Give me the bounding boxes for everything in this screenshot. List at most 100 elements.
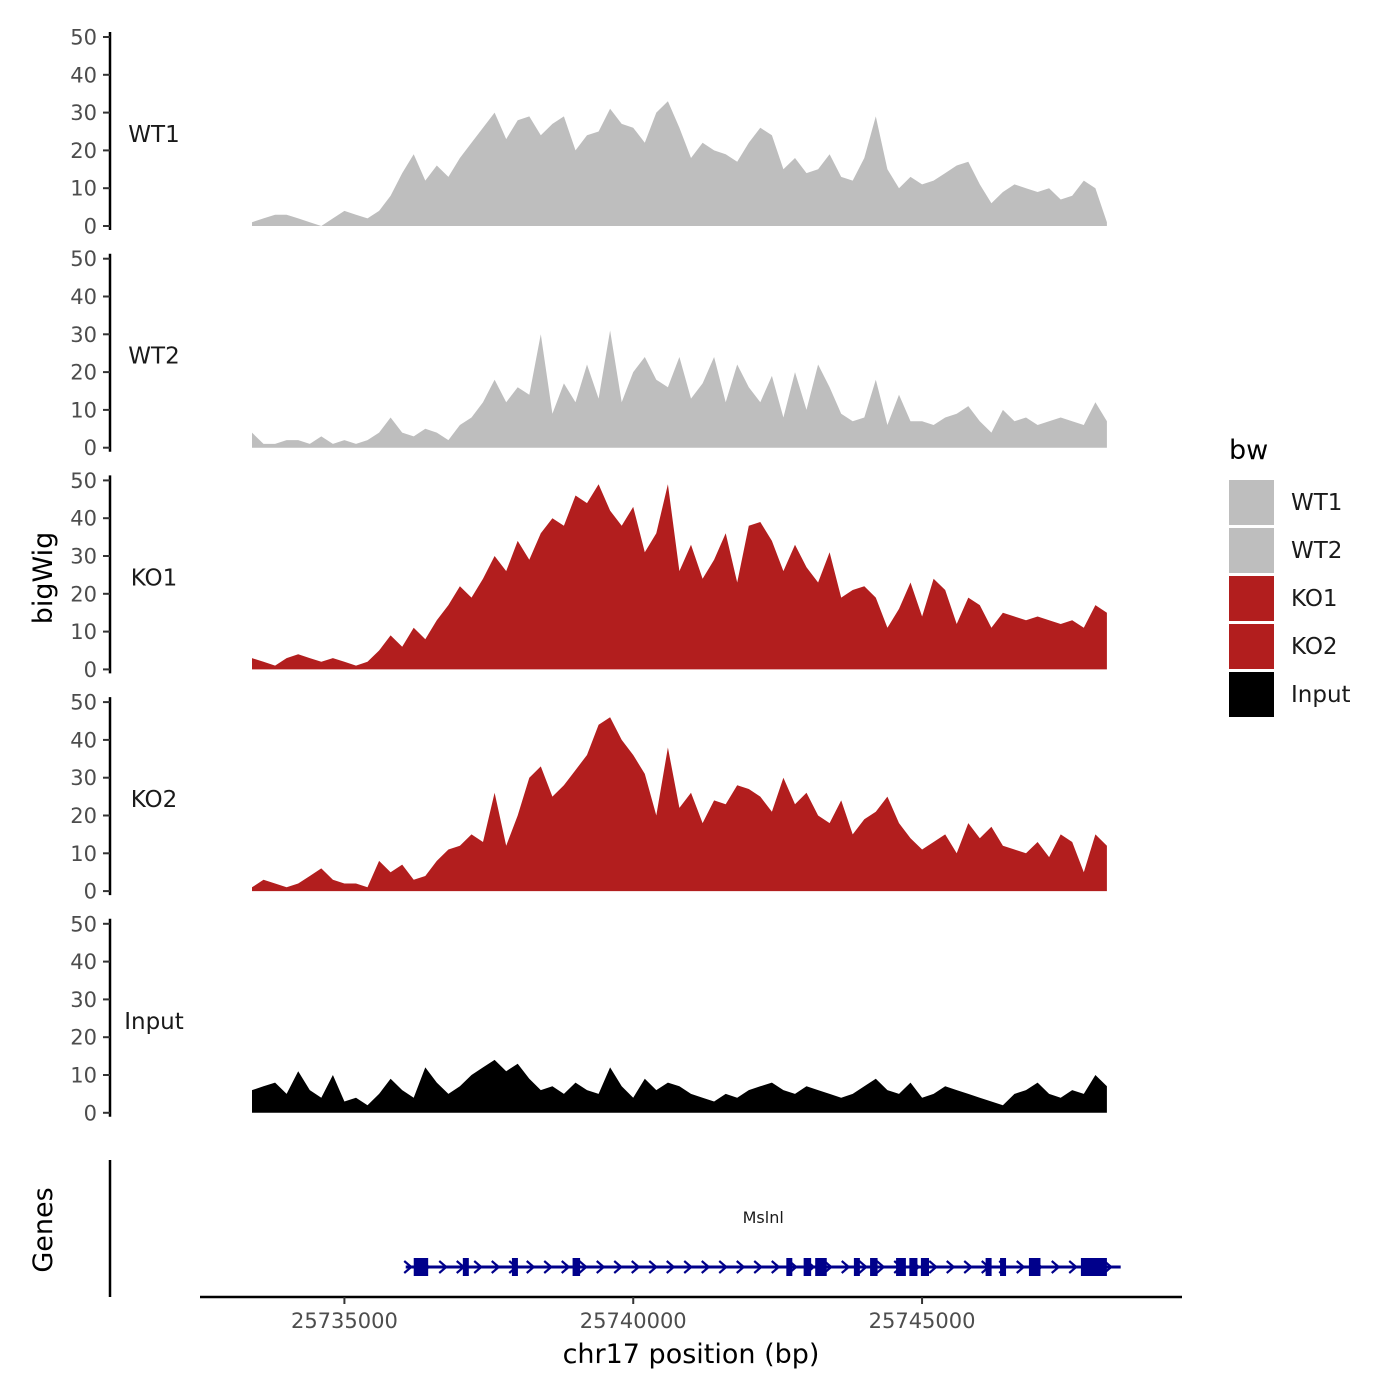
x-tick-label: 25735000 (291, 1309, 398, 1333)
strand-arrow (963, 1260, 973, 1274)
strand-arrow (701, 1260, 711, 1274)
strand-arrow (438, 1260, 448, 1274)
y-tick-label: 20 (70, 582, 97, 606)
strand-arrow (841, 1260, 851, 1274)
strand-arrow (631, 1260, 641, 1274)
exon-block (815, 1258, 827, 1276)
y-tick-label: 20 (70, 139, 97, 163)
strand-arrow (561, 1260, 571, 1274)
strand-arrow (1068, 1260, 1078, 1274)
strand-arrow (526, 1260, 536, 1274)
strand-arrow (491, 1260, 501, 1274)
y-tick-label: 0 (84, 880, 97, 904)
exon-block (511, 1258, 518, 1276)
y-tick-label: 20 (70, 361, 97, 385)
y-tick-label: 30 (70, 545, 97, 569)
y-tick-label: 30 (70, 323, 97, 347)
y-tick-label: 10 (70, 177, 97, 201)
exon-block (803, 1258, 812, 1276)
y-axis-title: bigWig (28, 532, 59, 625)
y-tick-label: 50 (70, 247, 97, 271)
coverage-area-wt2 (252, 330, 1107, 448)
exon-block (920, 1258, 929, 1276)
strand-arrow (718, 1260, 728, 1274)
y-tick-label: 10 (70, 1064, 97, 1088)
x-tick-label: 25740000 (580, 1309, 687, 1333)
exon-block (572, 1258, 581, 1276)
y-tick-label: 50 (70, 469, 97, 493)
exon-block (1028, 1258, 1041, 1276)
strand-arrow (946, 1260, 956, 1274)
strand-arrow (543, 1260, 553, 1274)
exon-block (853, 1258, 860, 1276)
strand-arrow (613, 1260, 623, 1274)
y-tick-label: 20 (70, 804, 97, 828)
legend-label-wt2: WT2 (1291, 538, 1342, 564)
legend-label-wt1: WT1 (1291, 490, 1342, 516)
y-tick-label: 40 (70, 728, 97, 752)
y-tick-label: 50 (70, 912, 97, 936)
coverage-area-ko1 (252, 484, 1107, 670)
strand-arrow (876, 1260, 886, 1274)
legend-label-ko2: KO2 (1291, 634, 1338, 660)
exon-block (985, 1258, 992, 1276)
exon-block (462, 1258, 469, 1276)
strand-arrow (596, 1260, 606, 1274)
coverage-area-input (252, 1059, 1107, 1113)
legend-label-input: Input (1291, 682, 1351, 708)
x-axis-title: chr17 position (bp) (563, 1339, 820, 1370)
y-tick-label: 0 (84, 658, 97, 682)
y-tick-label: 20 (70, 1026, 97, 1050)
y-tick-label: 40 (70, 950, 97, 974)
strand-arrow (648, 1260, 658, 1274)
legend-swatch-wt1 (1229, 480, 1274, 525)
strand-arrow (928, 1260, 938, 1274)
exon-block (1000, 1258, 1007, 1276)
track-label-ko1: KO1 (131, 565, 178, 591)
strand-arrow (1051, 1260, 1061, 1274)
strand-arrow (1016, 1260, 1026, 1274)
strand-arrow (736, 1260, 746, 1274)
strand-arrow (771, 1260, 781, 1274)
legend-title: bw (1229, 435, 1268, 466)
strand-arrow (473, 1260, 483, 1274)
y-tick-label: 10 (70, 620, 97, 644)
gene-name-label: Mslnl (743, 1208, 784, 1227)
y-tick-label: 0 (84, 215, 97, 239)
y-tick-label: 0 (84, 436, 97, 460)
strand-arrow (666, 1260, 676, 1274)
coverage-area-wt1 (252, 101, 1107, 226)
y-tick-label: 0 (84, 1101, 97, 1125)
exon-block (896, 1258, 906, 1276)
coverage-area-ko2 (252, 717, 1107, 892)
y-tick-label: 40 (70, 285, 97, 309)
exon-block (413, 1258, 429, 1276)
track-label-input: Input (124, 1009, 184, 1035)
strand-arrow (858, 1260, 868, 1274)
y-tick-label: 50 (70, 26, 97, 50)
exon-block (1080, 1258, 1107, 1276)
y-tick-label: 10 (70, 398, 97, 422)
strand-arrow (403, 1260, 413, 1274)
legend-swatch-input (1229, 672, 1274, 717)
legend-swatch-ko1 (1229, 576, 1274, 621)
y-tick-label: 40 (70, 507, 97, 531)
y-tick-label: 10 (70, 842, 97, 866)
exon-block (870, 1258, 878, 1276)
genes-panel-title: Genes (28, 1187, 59, 1272)
exon-block (786, 1258, 793, 1276)
y-tick-label: 30 (70, 766, 97, 790)
y-tick-label: 30 (70, 101, 97, 125)
strand-arrow (683, 1260, 693, 1274)
legend-label-ko1: KO1 (1291, 586, 1338, 612)
x-tick-label: 25745000 (869, 1309, 976, 1333)
y-tick-label: 40 (70, 63, 97, 87)
legend-swatch-wt2 (1229, 528, 1274, 573)
y-tick-label: 50 (70, 691, 97, 715)
exon-block (909, 1258, 918, 1276)
track-label-wt2: WT2 (128, 344, 179, 370)
track-label-wt1: WT1 (128, 122, 179, 148)
legend-swatch-ko2 (1229, 624, 1274, 669)
strand-arrow (753, 1260, 763, 1274)
